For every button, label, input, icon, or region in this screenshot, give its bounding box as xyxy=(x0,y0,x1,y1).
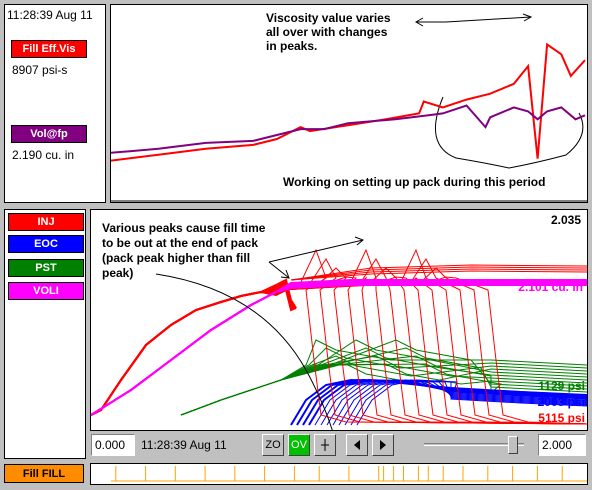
fill-eff-vis-chip[interactable]: Fill Eff.Vis xyxy=(11,40,87,58)
top-series-line-0 xyxy=(111,42,586,162)
fill-timeline xyxy=(111,466,587,482)
voli-curve-5 xyxy=(91,279,587,416)
top-series-line-1 xyxy=(111,104,586,154)
right-label-eoc: 2003 psi xyxy=(538,395,585,409)
pst-curve-11 xyxy=(180,363,587,416)
next-button[interactable] xyxy=(372,434,394,456)
main-annotation-line-2: to be out at the end of pack xyxy=(102,236,258,250)
top-chart-panel[interactable]: Viscosity value varies all over with cha… xyxy=(110,4,588,203)
fill-eff-vis-value: 8907 psi-s xyxy=(12,63,68,77)
main-annotation-line-3: (pack peak higher than fill xyxy=(102,251,250,265)
main-chart-panel[interactable]: 2.035 Various peaks cause fill time to b… xyxy=(90,209,588,431)
top-left-panel: 11:28:39 Aug 11 Fill Eff.Vis 8907 psi-s … xyxy=(4,4,106,203)
inj-hold-curve-2 xyxy=(290,268,587,281)
annotation-brace xyxy=(435,96,584,169)
zoom-slider[interactable] xyxy=(422,434,530,456)
right-label-inj: 5115 psi xyxy=(538,411,585,425)
inj-pack-curve-1 xyxy=(280,258,587,425)
cursor-button[interactable] xyxy=(314,434,336,456)
main-chart-curves xyxy=(91,248,587,426)
inj-pack-curve-12 xyxy=(280,267,587,425)
top-annotation-pack: Working on setting up pack during this p… xyxy=(283,175,545,189)
annotation-arrowhead-left xyxy=(414,17,424,27)
inj-pack-curve-0 xyxy=(280,248,587,425)
top-annotation-line-1: Viscosity value varies xyxy=(266,11,391,25)
slider-track xyxy=(424,443,524,446)
fill-fill-chip[interactable]: Fill FILL xyxy=(4,464,84,483)
top-chart: Viscosity value varies all over with cha… xyxy=(111,11,587,202)
pst-curve-3 xyxy=(180,363,587,416)
eoc-curve-11 xyxy=(356,379,587,426)
vol-fp-chip[interactable]: Vol@fp xyxy=(11,125,87,143)
controls-timestamp: 11:28:39 Aug 11 xyxy=(141,438,227,452)
inj-hold-curve-1 xyxy=(290,266,587,281)
main-chart: 2.035 Various peaks cause fill time to b… xyxy=(91,213,587,430)
legend-pst[interactable]: PST xyxy=(8,259,84,277)
slider-thumb[interactable] xyxy=(508,436,518,454)
zoom-out-button[interactable]: ZO xyxy=(262,434,284,456)
prev-button[interactable] xyxy=(346,434,368,456)
right-label-pst: 1129 psi xyxy=(538,379,585,393)
inj-hold-curve-3 xyxy=(290,270,587,281)
main-annotation-curve xyxy=(155,273,333,430)
inj-pack-curve-11 xyxy=(280,258,587,425)
annotation-arrow-right xyxy=(445,16,532,23)
top-annotation-line-3: in peaks. xyxy=(266,39,317,53)
main-annotation-line-1: Various peaks cause fill time xyxy=(102,221,266,235)
main-annotation-arrow-1 xyxy=(268,239,364,263)
legend-eoc[interactable]: EOC xyxy=(8,235,84,253)
start-value-field[interactable]: 0.000 xyxy=(91,434,135,456)
vol-fp-value: 2.190 cu. in xyxy=(12,148,75,162)
end-value-field[interactable]: 2.000 xyxy=(538,434,586,456)
annotation-arrowhead-right xyxy=(522,13,533,22)
fill-timeline-panel[interactable] xyxy=(90,463,588,485)
main-annotation-line-4: peak) xyxy=(102,266,133,280)
timestamp-label: 11:28:39 Aug 11 xyxy=(7,8,93,22)
overlay-button[interactable]: OV xyxy=(288,434,310,456)
max-value-label: 2.035 xyxy=(551,213,581,227)
main-annotation-arrow-2 xyxy=(268,261,290,279)
inj-pack-curve-7 xyxy=(280,267,587,425)
pst-curve-7 xyxy=(180,363,587,416)
inj-pack-curve-5 xyxy=(280,248,587,425)
cursor-icon xyxy=(321,439,329,451)
chevron-left-icon xyxy=(354,440,360,450)
legend-panel: INJ EOC PST VOLI xyxy=(4,209,86,459)
top-annotation-line-2: all over with changes xyxy=(266,25,388,39)
chevron-right-icon xyxy=(380,440,386,450)
right-label-voli: 2.101 cu. in xyxy=(518,280,583,294)
legend-inj[interactable]: INJ xyxy=(8,213,84,231)
main-annotation-arrowhead-1 xyxy=(354,236,364,246)
main-annotation-arrowhead-2 xyxy=(280,269,290,279)
inj-hold-curve-0 xyxy=(290,264,587,281)
legend-voli[interactable]: VOLI xyxy=(8,282,84,300)
